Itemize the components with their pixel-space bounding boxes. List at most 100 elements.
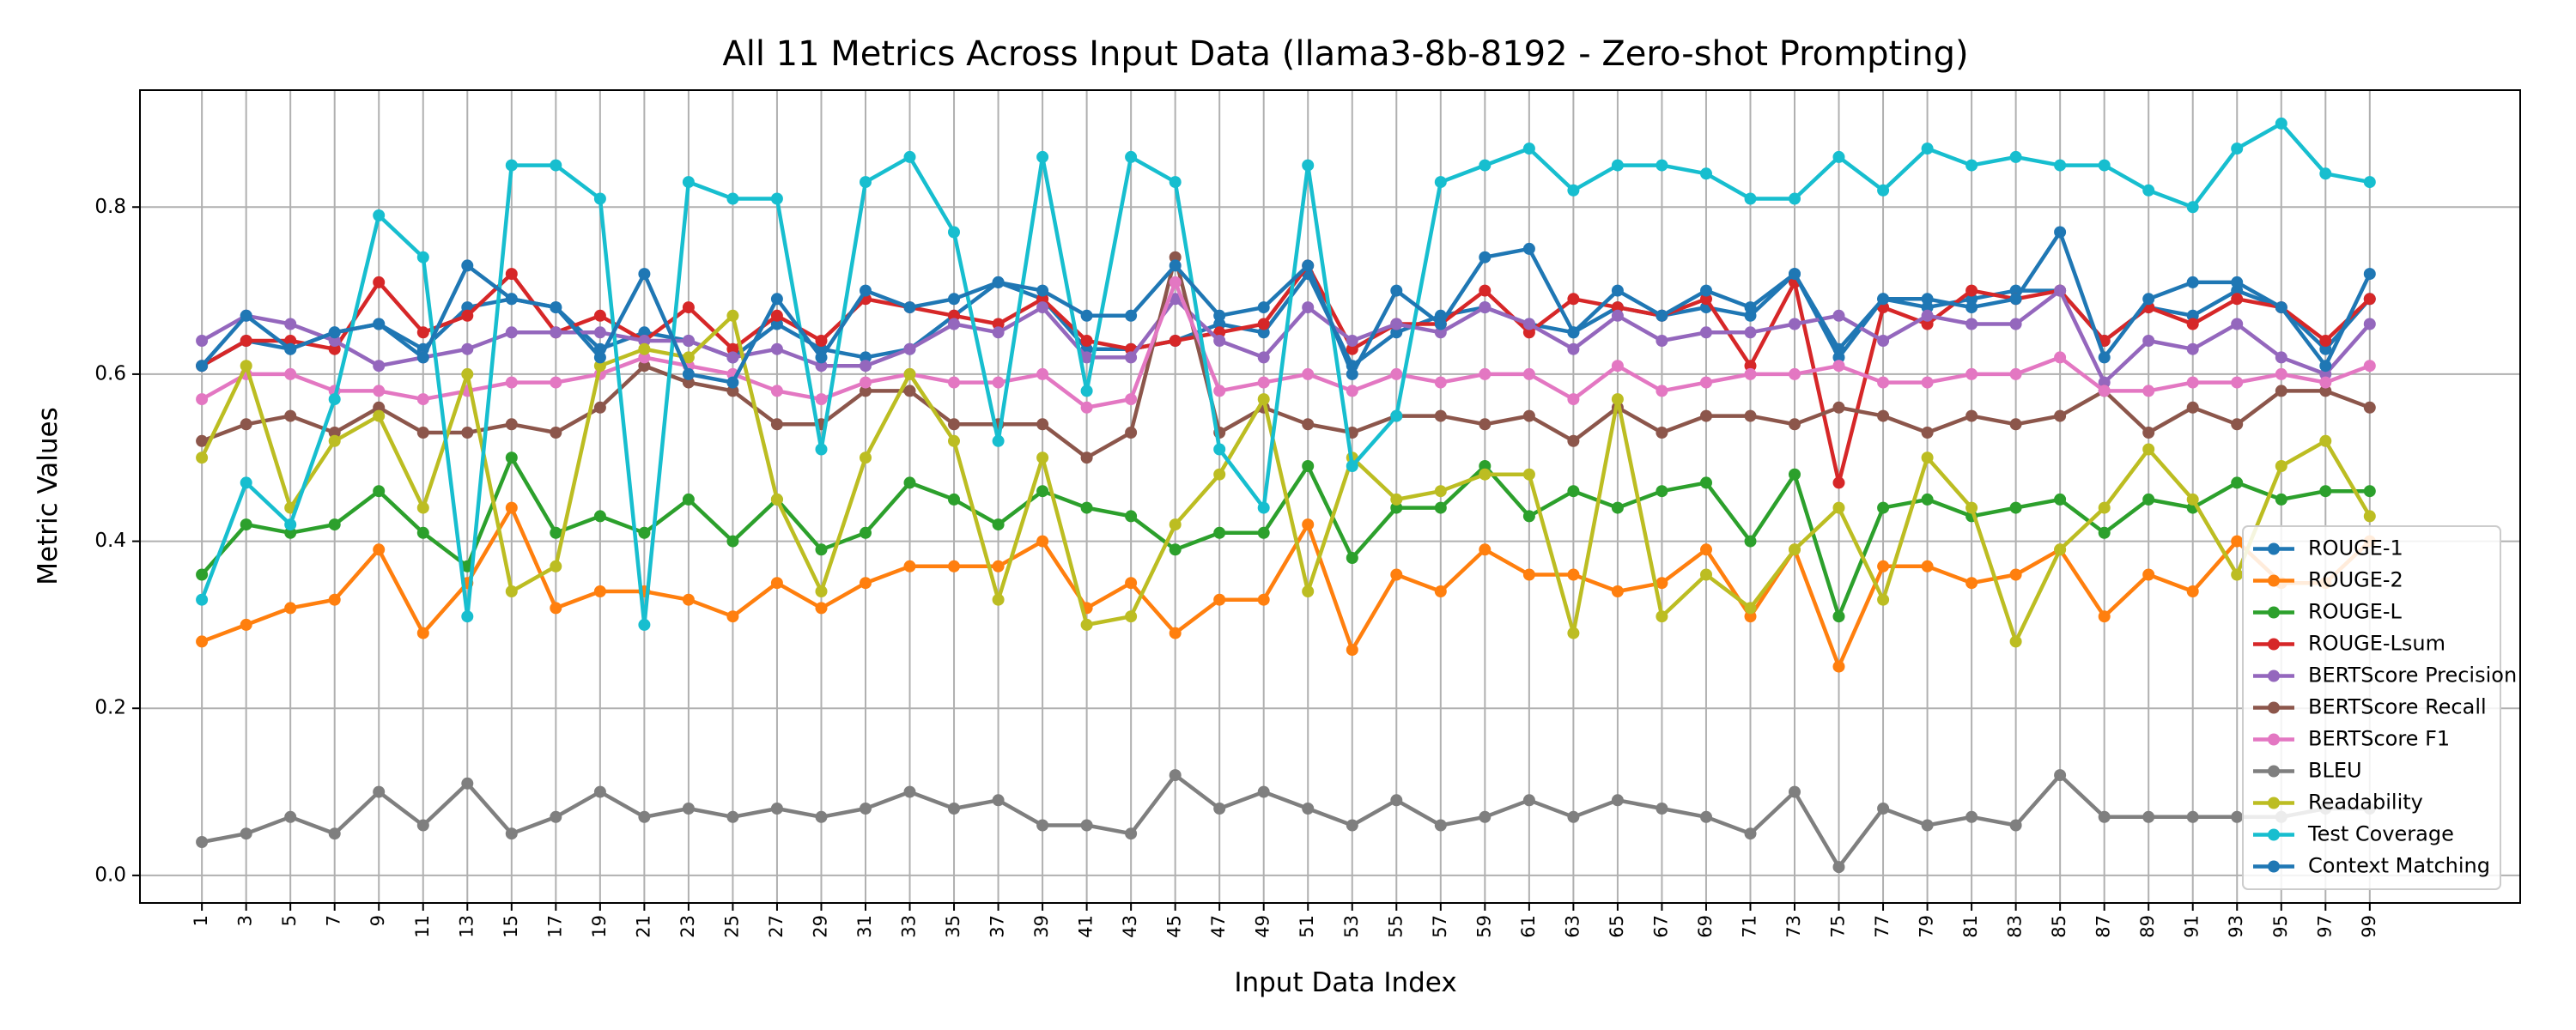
data-point-bertscore-recall: [770, 418, 783, 431]
data-point-bertscore-f1: [1832, 360, 1845, 373]
x-tick-label: 93: [2226, 915, 2246, 938]
series-bertscore-recall: [196, 251, 2376, 464]
data-point-bertscore-f1: [2054, 351, 2067, 364]
data-point-context-matching: [2054, 226, 2067, 239]
data-point-test-coverage: [1125, 150, 1138, 163]
data-point-rouge-2: [1434, 585, 1447, 597]
data-point-rouge-1: [1213, 318, 1226, 330]
data-point-rouge-l: [1302, 460, 1315, 472]
y-axis-label: Metric Values: [33, 407, 64, 585]
x-tick-label: 49: [1253, 915, 1273, 938]
data-point-rouge-lsum: [505, 268, 518, 281]
data-point-rouge-l: [1390, 501, 1403, 514]
data-point-test-coverage: [1656, 159, 1668, 172]
series-line-test-coverage: [199, 121, 2371, 627]
data-point-test-coverage: [682, 176, 695, 189]
data-point-rouge-lsum: [1700, 293, 1712, 306]
data-point-test-coverage: [2098, 159, 2111, 172]
data-point-readability: [948, 434, 960, 447]
data-point-context-matching: [240, 309, 252, 322]
data-point-rouge-1: [638, 326, 651, 339]
data-point-bertscore-precision: [196, 335, 209, 347]
data-point-bertscore-f1: [373, 385, 386, 397]
data-point-readability: [373, 409, 386, 422]
data-point-bleu: [2186, 810, 2199, 823]
data-point-rouge-2: [284, 602, 297, 615]
x-tick-label: 73: [1783, 915, 1804, 938]
data-point-context-matching: [1789, 268, 1801, 281]
data-point-rouge-l: [1744, 535, 1757, 548]
data-point-bleu: [1744, 827, 1757, 840]
x-tick-label: 63: [1562, 915, 1583, 938]
data-point-bertscore-recall: [948, 418, 960, 431]
data-point-rouge-1: [1832, 351, 1845, 364]
data-point-test-coverage: [2054, 159, 2067, 172]
x-tick-label: 9: [368, 915, 388, 926]
data-point-rouge-l: [2319, 485, 2332, 498]
data-point-bertscore-recall: [2009, 418, 2022, 431]
x-tick-label: 87: [2093, 915, 2114, 938]
data-point-rouge-1: [2186, 309, 2199, 322]
data-point-bertscore-precision: [1080, 351, 1093, 364]
data-point-bertscore-recall: [196, 434, 209, 447]
data-point-context-matching: [1479, 251, 1492, 264]
data-point-bleu: [1080, 819, 1093, 832]
data-point-bertscore-recall: [1080, 451, 1093, 464]
x-tick-label: 71: [1739, 915, 1759, 938]
data-point-test-coverage: [638, 618, 651, 631]
data-point-bertscore-recall: [638, 360, 651, 373]
legend-swatch-marker: [2268, 860, 2280, 873]
data-point-bertscore-recall: [860, 385, 872, 397]
data-point-bertscore-recall: [1479, 418, 1492, 431]
series-line-rouge-2: [201, 506, 2372, 669]
data-point-rouge-2: [505, 501, 518, 514]
data-point-rouge-l: [1877, 501, 1890, 514]
data-point-context-matching: [461, 259, 474, 272]
data-point-rouge-lsum: [1567, 293, 1580, 306]
data-point-context-matching: [328, 326, 341, 339]
data-point-context-matching: [505, 293, 518, 306]
data-point-bertscore-f1: [1125, 393, 1138, 406]
data-point-rouge-l: [1522, 510, 1535, 523]
legend-item: BLEU: [2253, 759, 2362, 783]
data-point-readability: [2009, 635, 2022, 648]
data-point-bertscore-f1: [638, 351, 651, 364]
x-tick-label: 95: [2270, 915, 2291, 938]
data-point-bertscore-precision: [1656, 335, 1668, 347]
legend-item: ROUGE-1: [2253, 536, 2403, 560]
data-point-rouge-l: [1125, 510, 1138, 523]
chart-title: All 11 Metrics Across Input Data (llama3…: [722, 34, 1968, 74]
x-tick-label: 75: [1828, 915, 1849, 938]
data-point-bertscore-f1: [2186, 376, 2199, 389]
data-point-rouge-l: [860, 526, 872, 539]
data-point-readability: [2363, 510, 2376, 523]
legend-label: Readability: [2308, 791, 2423, 815]
data-point-context-matching: [1169, 259, 1182, 272]
data-point-rouge-2: [948, 560, 960, 573]
data-point-rouge-2: [1877, 560, 1890, 573]
data-point-test-coverage: [1346, 460, 1358, 472]
data-point-rouge-2: [1832, 660, 1845, 673]
data-point-bleu: [505, 827, 518, 840]
data-point-context-matching: [2319, 360, 2332, 373]
data-point-context-matching: [1656, 309, 1668, 322]
x-tick-label: 43: [1120, 915, 1140, 938]
data-point-test-coverage: [416, 251, 429, 264]
data-point-context-matching: [1965, 301, 1978, 314]
data-point-rouge-lsum: [682, 301, 695, 314]
data-point-bertscore-precision: [373, 360, 386, 373]
data-point-context-matching: [1744, 301, 1757, 314]
data-point-bertscore-precision: [1169, 293, 1182, 306]
data-point-rouge-l: [1169, 543, 1182, 556]
data-point-readability: [815, 585, 828, 597]
data-point-test-coverage: [1921, 142, 1934, 155]
data-point-bertscore-recall: [2186, 401, 2199, 414]
x-tick-label: 31: [854, 915, 875, 938]
plot-area: [139, 89, 2521, 904]
legend-swatch-marker: [2268, 765, 2280, 778]
data-point-readability: [1921, 451, 1934, 464]
data-point-context-matching: [1390, 284, 1403, 297]
data-point-bertscore-precision: [682, 335, 695, 347]
data-point-bertscore-recall: [1434, 409, 1447, 422]
data-point-context-matching: [416, 351, 429, 364]
